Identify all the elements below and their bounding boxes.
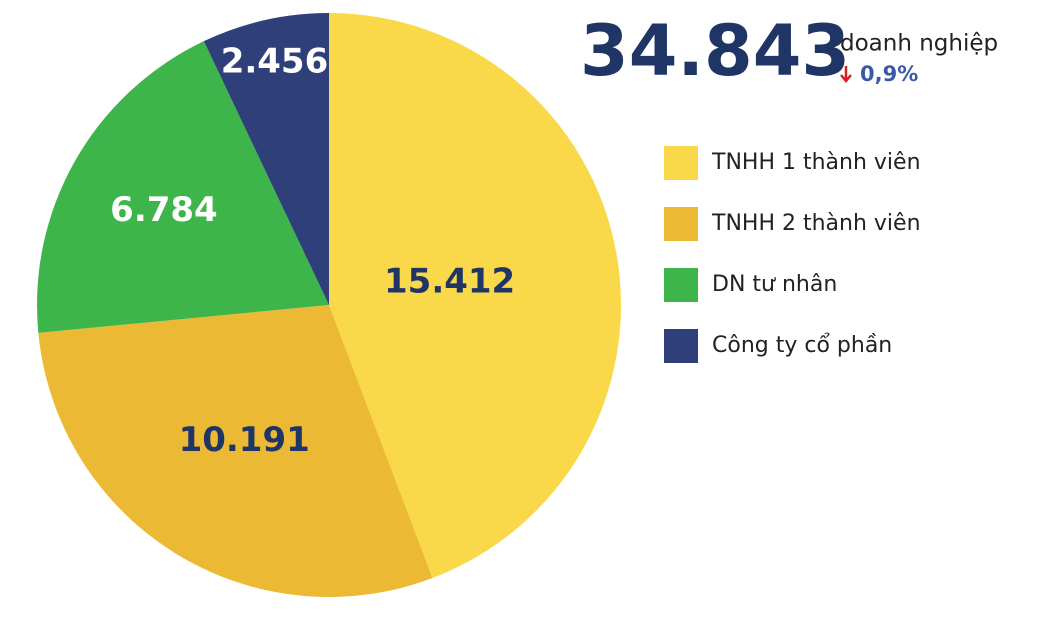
- pie-slice: [38, 305, 433, 597]
- legend-swatch: [664, 268, 698, 302]
- legend-swatch: [664, 207, 698, 241]
- data-label: 10.191: [179, 420, 310, 460]
- data-label: 6.784: [110, 190, 218, 230]
- legend-label: TNHH 2 thành viên: [711, 211, 921, 236]
- legend-swatch: [664, 146, 698, 180]
- change: 0,9%: [860, 62, 918, 86]
- down-arrow: [840, 66, 852, 83]
- data-label: 2.456: [221, 41, 329, 81]
- legend-label: DN tư nhân: [712, 272, 837, 297]
- data-label: 15.412: [384, 261, 515, 301]
- unit: doanh nghiệp: [840, 31, 998, 57]
- pie-slice: [36, 41, 329, 333]
- pie-slice: [203, 13, 329, 305]
- pie-slice: [329, 13, 621, 579]
- legend-label: TNHH 1 thành viên: [711, 150, 921, 175]
- legend-swatch: [664, 329, 698, 363]
- total: 34.843: [580, 10, 850, 92]
- legend-label: Công ty cổ phần: [712, 333, 892, 358]
